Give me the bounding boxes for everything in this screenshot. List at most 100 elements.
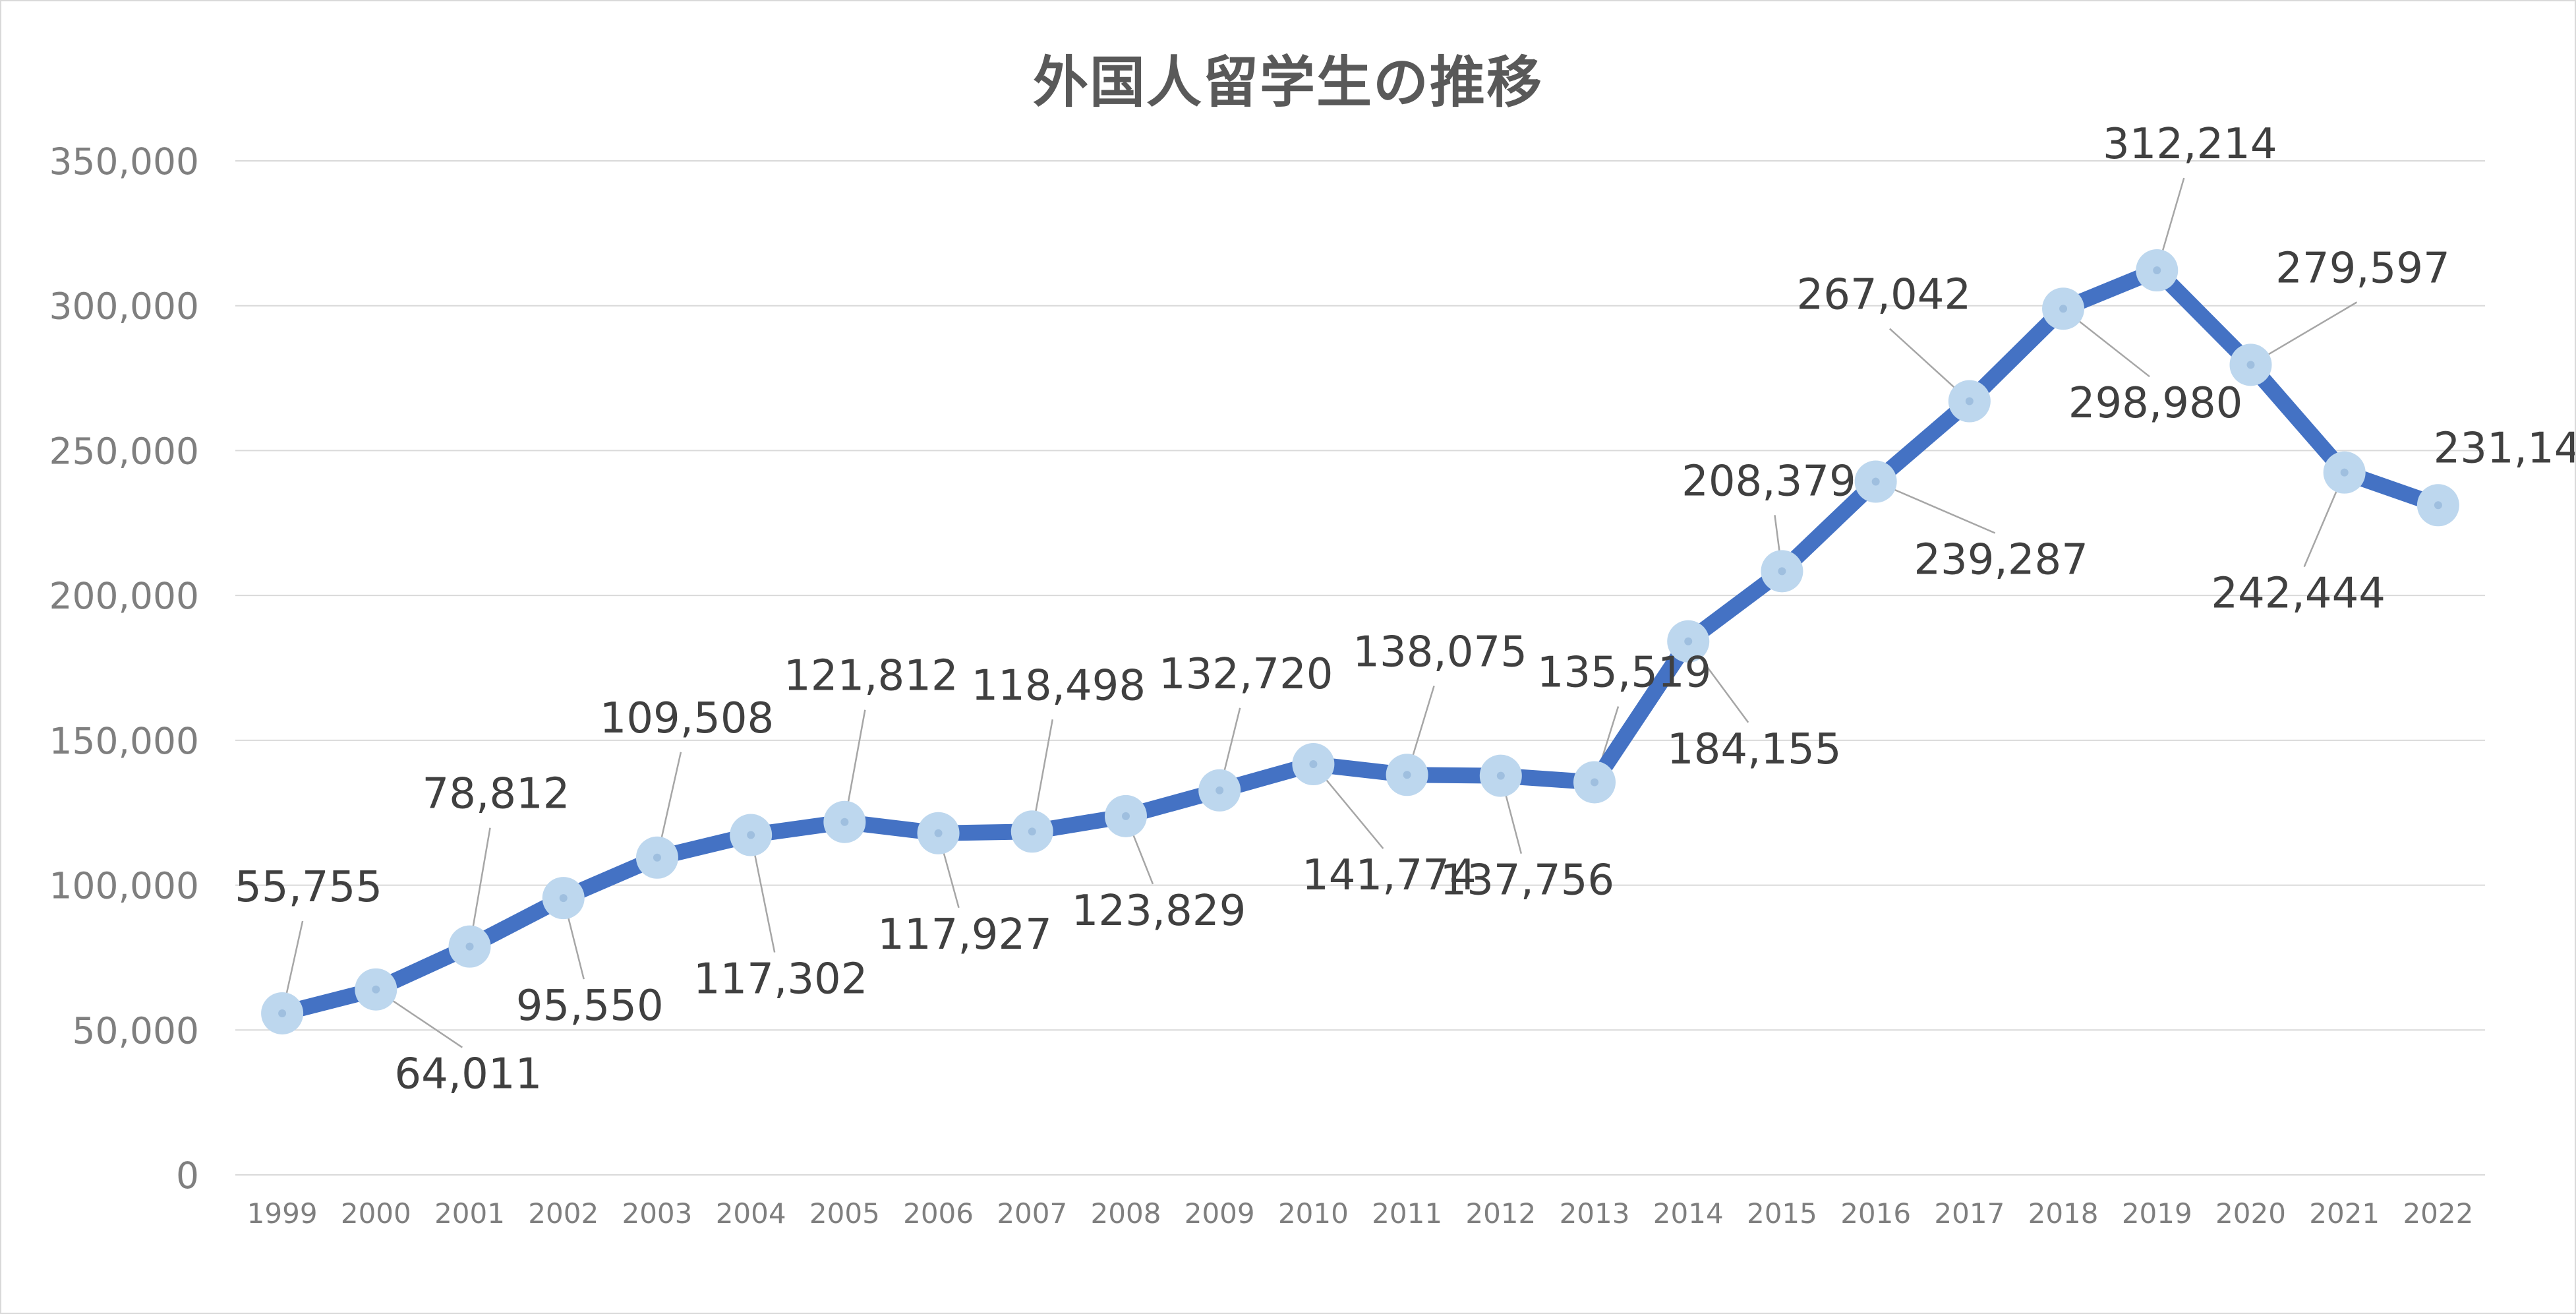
data-point-dot bbox=[1965, 397, 1974, 405]
data-label: 267,042 bbox=[1797, 271, 1972, 320]
data-label: 132,720 bbox=[1159, 650, 1333, 699]
leader-line bbox=[751, 841, 776, 953]
x-axis-ticks: 1999 2000 2001 2002 2003 2004 2005 2006 2007 2008… bbox=[247, 1197, 2474, 1230]
x-tick-label: 2002 bbox=[528, 1197, 599, 1230]
data-label: 239,287 bbox=[1914, 536, 2088, 585]
data-label: 109,508 bbox=[600, 694, 775, 743]
data-point bbox=[1292, 743, 1335, 786]
x-tick-label: 2000 bbox=[341, 1197, 411, 1230]
data-labels: 55,755 64,011 78,812 95,550 109,508 117,302 12… bbox=[235, 120, 2575, 1099]
y-tick-label: 250,000 bbox=[49, 430, 199, 472]
x-tick-label: 2022 bbox=[2403, 1197, 2473, 1230]
x-tick-label: 2005 bbox=[809, 1197, 880, 1230]
x-tick-label: 2003 bbox=[622, 1197, 692, 1230]
data-point bbox=[1479, 754, 1522, 797]
y-tick-label: 150,000 bbox=[49, 720, 199, 762]
x-tick-label: 2019 bbox=[2122, 1197, 2192, 1230]
y-axis-ticks: 0 50,000 100,000 150,000 200,000 250,000 300,0… bbox=[49, 140, 199, 1197]
x-tick-label: 1999 bbox=[247, 1197, 318, 1230]
data-point bbox=[2229, 343, 2272, 386]
data-points bbox=[261, 249, 2459, 1034]
x-tick-label: 2001 bbox=[434, 1197, 505, 1230]
data-point-dot bbox=[747, 831, 755, 839]
data-point bbox=[1010, 810, 1053, 853]
data-label: 137,756 bbox=[1440, 856, 1614, 905]
data-point-dot bbox=[934, 829, 943, 837]
data-label: 184,155 bbox=[1667, 725, 1842, 774]
data-point bbox=[261, 992, 304, 1034]
data-point bbox=[1104, 794, 1147, 837]
leader-line bbox=[657, 752, 682, 852]
data-label: 135,519 bbox=[1537, 648, 1712, 697]
data-point bbox=[2042, 287, 2085, 330]
data-point bbox=[1854, 460, 1897, 503]
x-tick-label: 2018 bbox=[2028, 1197, 2099, 1230]
leader-line bbox=[1316, 768, 1384, 849]
data-point bbox=[730, 814, 773, 856]
data-point bbox=[355, 968, 397, 1011]
x-tick-label: 2006 bbox=[903, 1197, 974, 1230]
data-point-dot bbox=[2059, 305, 2068, 313]
data-label: 242,444 bbox=[2211, 570, 2386, 618]
x-tick-label: 2011 bbox=[1372, 1197, 1442, 1230]
data-label: 117,302 bbox=[693, 955, 868, 1004]
data-point-dot bbox=[1028, 827, 1036, 836]
x-tick-label: 2021 bbox=[2309, 1197, 2380, 1230]
data-label: 298,980 bbox=[2068, 379, 2243, 428]
x-tick-label: 2012 bbox=[1465, 1197, 1536, 1230]
leader-line bbox=[2157, 177, 2185, 264]
data-label: 231,146 bbox=[2434, 424, 2575, 473]
y-tick-label: 200,000 bbox=[49, 575, 199, 617]
data-point bbox=[1761, 550, 1803, 593]
x-tick-label: 2015 bbox=[1747, 1197, 1817, 1230]
data-point-dot bbox=[1121, 812, 1130, 820]
data-point-dot bbox=[465, 942, 474, 951]
x-tick-label: 2008 bbox=[1091, 1197, 1161, 1230]
x-tick-label: 2013 bbox=[1560, 1197, 1630, 1230]
leader-line bbox=[380, 992, 463, 1048]
x-tick-label: 2016 bbox=[1840, 1197, 1911, 1230]
data-label: 64,011 bbox=[394, 1050, 542, 1099]
x-tick-label: 2020 bbox=[2215, 1197, 2286, 1230]
x-tick-label: 2007 bbox=[997, 1197, 1067, 1230]
data-point-dot bbox=[840, 818, 849, 826]
data-label: 78,812 bbox=[423, 770, 570, 819]
leader-line bbox=[2068, 312, 2150, 378]
y-tick-label: 350,000 bbox=[49, 140, 199, 183]
data-point bbox=[917, 812, 960, 854]
data-point-dot bbox=[653, 853, 661, 862]
data-label: 208,379 bbox=[1682, 457, 1856, 506]
data-label: 123,829 bbox=[1072, 887, 1246, 936]
leader-line bbox=[1691, 646, 1749, 723]
data-point bbox=[1948, 380, 1991, 423]
leader-line bbox=[1881, 483, 1996, 534]
data-point-dot bbox=[1591, 778, 1599, 787]
leader-lines bbox=[283, 177, 2358, 1048]
data-point-dot bbox=[2340, 468, 2349, 477]
data-label: 279,597 bbox=[2275, 244, 2450, 293]
data-point bbox=[823, 800, 866, 843]
leader-line bbox=[1032, 719, 1054, 825]
data-point bbox=[2136, 249, 2179, 292]
data-point-dot bbox=[1684, 637, 1693, 645]
data-label: 138,075 bbox=[1353, 628, 1527, 676]
data-point-dot bbox=[1871, 477, 1880, 486]
data-point bbox=[542, 877, 585, 920]
data-label: 117,927 bbox=[877, 911, 1052, 959]
y-tick-label: 0 bbox=[176, 1154, 199, 1197]
leader-line bbox=[1889, 328, 1966, 398]
data-label: 95,550 bbox=[516, 982, 664, 1030]
data-point-dot bbox=[559, 894, 568, 903]
data-point-dot bbox=[2246, 361, 2255, 369]
data-point bbox=[1667, 620, 1710, 663]
data-point-dot bbox=[278, 1009, 287, 1017]
data-point bbox=[448, 925, 491, 968]
x-tick-label: 2014 bbox=[1653, 1197, 1724, 1230]
leader-line bbox=[2303, 478, 2343, 568]
data-point bbox=[635, 836, 678, 879]
y-tick-label: 50,000 bbox=[73, 1009, 199, 1052]
y-tick-label: 100,000 bbox=[49, 865, 199, 907]
data-point-dot bbox=[1496, 771, 1505, 780]
